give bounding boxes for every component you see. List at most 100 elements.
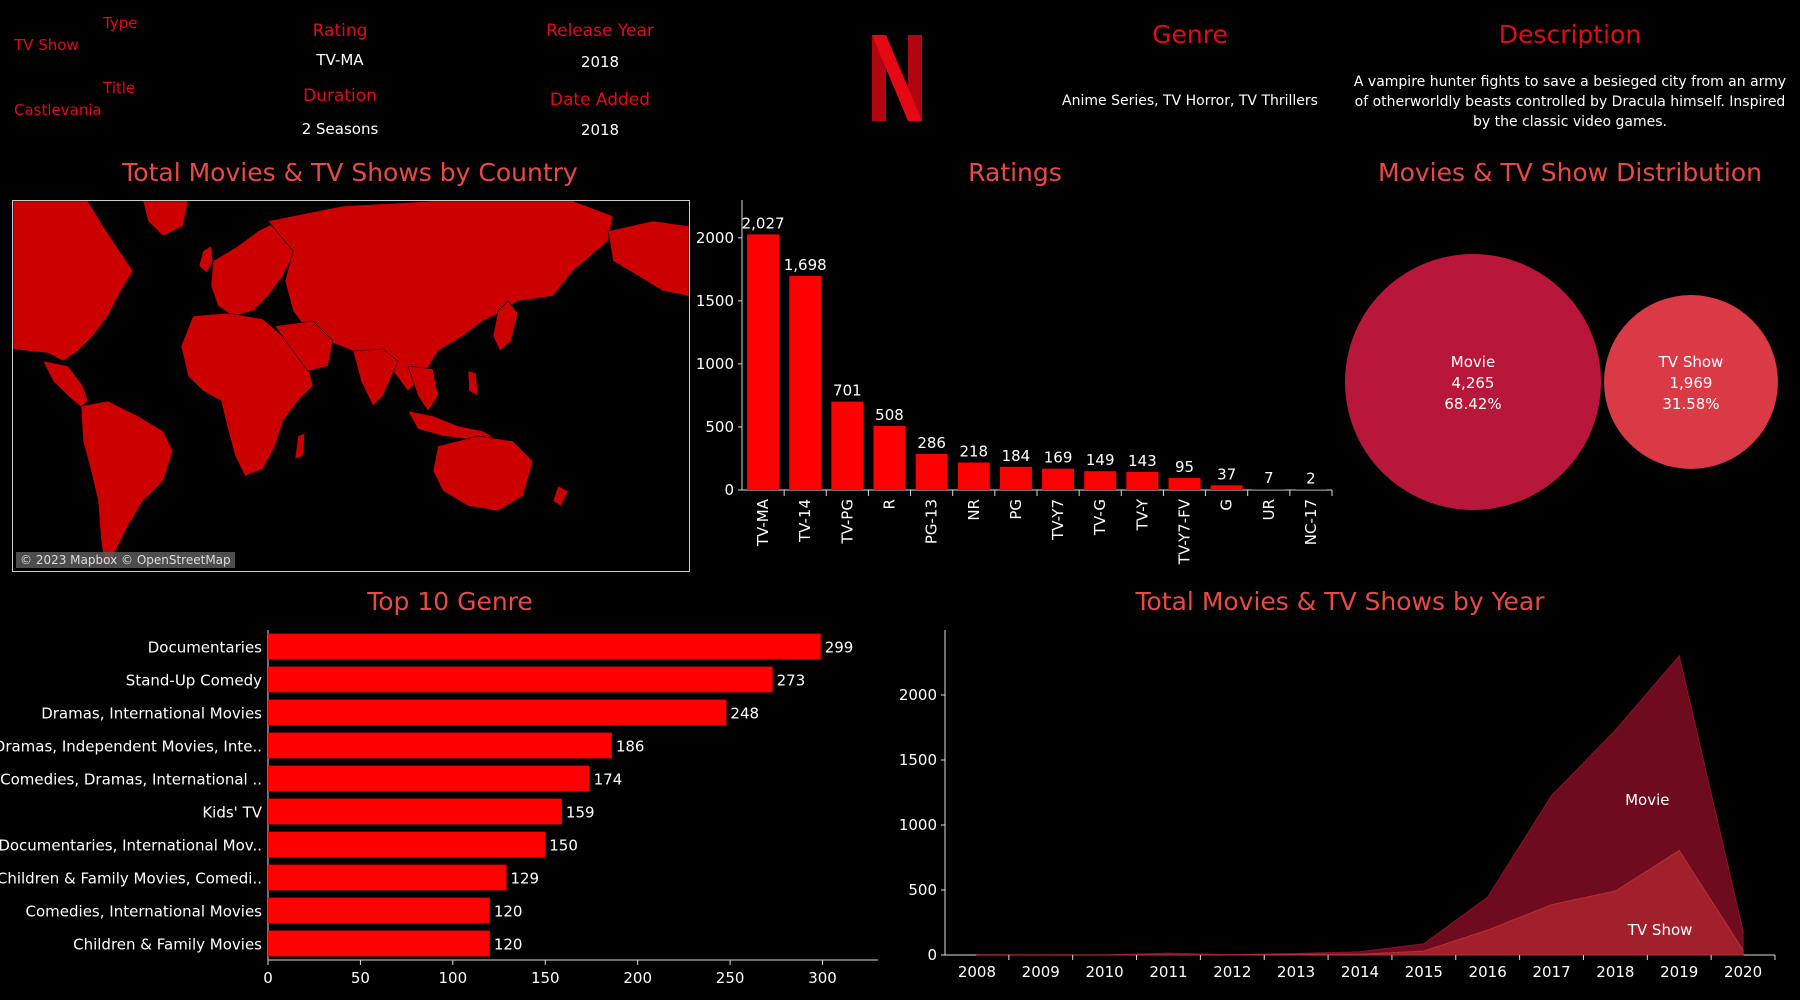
north-america-shape [13,201,134,362]
date-added-value: 2018 [580,121,620,139]
year-x-tick-label: 2010 [1086,963,1124,981]
genre-chart-title: Top 10 Genre [367,587,533,616]
genre-label: Genre [1152,20,1228,49]
year-x-tick-label: 2020 [1724,963,1762,981]
ratings-bar-label: 701 [833,382,862,400]
ratings-chart: 0 500 1000 1500 2000 2,027 TV-MA 1,698 TV-14 701 T… [696,200,1333,565]
genre-x-tick-label: 200 [623,969,652,987]
year-x-tick-label: 2019 [1660,963,1698,981]
genre-bar [268,930,490,957]
ratings-bar [1252,489,1285,490]
madagascar-shape [294,432,306,460]
ratings-x-tick-label: G [1218,499,1236,511]
uk-shape [198,245,214,274]
duration-label: Duration [303,86,377,106]
genre-category-label: Stand-Up Comedy [126,672,262,690]
title-value: Castlevania [14,101,102,119]
top-genre-chart: 0 50 100 150 200 250 300 299 Documentaries 273 Sta… [0,630,878,987]
year-x-tick-label: 2009 [1022,963,1060,981]
ratings-x-tick-label: TV-Y [1133,498,1151,531]
ratings-bar-label: 1,698 [784,256,827,274]
title-label: Title [103,79,136,97]
ratings-bar-label: 7 [1264,469,1274,487]
genre-bar [268,864,507,891]
ratings-x-tick-label: TV-G [1091,499,1109,536]
year-chart-title: Total Movies & TV Shows by Year [1135,587,1545,616]
year-y-tick-label: 2000 [899,686,937,704]
europe-shape [210,220,299,317]
bubble-pct-label: 31.58% [1662,395,1719,413]
date-added-label: Date Added [549,90,651,110]
genre-category-label: Children & Family Movies, Comedi.. [0,870,262,888]
bubble-pct-label: 68.42% [1444,395,1501,413]
release-year-value: 2018 [580,53,620,71]
movie-series-label: Movie [1625,791,1669,809]
genre-bar-label: 174 [594,771,623,789]
ratings-y-tick-label: 0 [724,481,734,499]
bubble-name-label: TV Show [1658,353,1724,371]
genre-bar-label: 273 [777,672,806,690]
year-y-tick-label: 0 [927,946,937,964]
genre-bar-label: 120 [494,936,523,954]
rating-value: TV-MA [316,51,364,69]
type-value: TV Show [14,36,79,54]
genre-bar [268,732,612,759]
release-year-label: Release Year [546,21,654,41]
ratings-bar [1168,478,1201,490]
genre-category-label: Documentaries [148,639,262,657]
ratings-y-tick-label: 2000 [696,229,734,247]
ratings-bar [789,275,822,490]
ratings-x-tick-label: NC-17 [1302,499,1320,545]
country-map[interactable]: © 2023 Mapbox © OpenStreetMap [12,200,690,572]
distribution-chart: Movie 4,265 68.42% TV Show 1,969 31.58% [1345,254,1778,510]
genre-x-tick-label: 250 [716,969,745,987]
ratings-x-tick-label: TV-PG [838,499,856,545]
genre-bar [268,798,562,825]
genre-bar [268,831,546,858]
genre-bar-label: 299 [825,639,854,657]
year-x-tick-label: 2017 [1532,963,1570,981]
southeast-asia-shape [407,365,439,412]
genre-category-label: Children & Family Movies [73,936,262,954]
south-america-shape [80,400,174,567]
genre-bar [268,666,773,693]
genre-category-label: Documentaries, International Mov.. [0,837,262,855]
genre-category-label: Comedies, International Movies [26,903,263,921]
description-value: A vampire hunter fights to save a besieg… [1353,74,1787,130]
genre-bar-label: 129 [510,870,539,888]
map-credit: © 2023 Mapbox © OpenStreetMap [16,552,235,568]
genre-category-label: Dramas, International Movies [41,705,262,723]
ratings-bar-label: 143 [1128,452,1157,470]
japan-shape [492,300,519,352]
philippines-shape [467,370,479,397]
year-x-tick-label: 2012 [1213,963,1251,981]
ratings-bar-label: 2,027 [742,214,785,232]
ratings-y-tick-label: 1500 [696,292,734,310]
ratings-y-tick-label: 1000 [696,355,734,373]
ratings-bar-label: 218 [959,443,988,461]
ratings-bar [999,466,1032,490]
genre-bar-label: 248 [730,705,759,723]
year-y-tick-label: 500 [908,881,937,899]
genre-x-tick-label: 150 [531,969,560,987]
ratings-bar-label: 508 [875,406,904,424]
new-zealand-shape [552,485,569,507]
genre-bar [268,633,821,660]
type-label: Type [103,14,138,32]
ratings-x-tick-label: UR [1260,499,1278,520]
tv-show-series-label: TV Show [1627,921,1693,939]
ratings-bar-label: 95 [1175,458,1194,476]
year-x-tick-label: 2016 [1469,963,1507,981]
genre-x-tick-label: 50 [351,969,370,987]
alaska-shape [607,220,689,297]
ratings-x-tick-label: TV-14 [796,499,814,543]
ratings-bar-label: 184 [1002,447,1031,465]
ratings-bar [873,425,906,490]
genre-value: Anime Series, TV Horror, TV Thrillers [1062,93,1318,109]
genre-bar-label: 150 [549,837,578,855]
arabia-shape [274,320,334,372]
ratings-bar [1042,468,1075,490]
ratings-bar-label: 286 [917,434,946,452]
ratings-x-tick-label: TV-Y7 [1049,499,1067,541]
year-x-tick-label: 2013 [1277,963,1315,981]
